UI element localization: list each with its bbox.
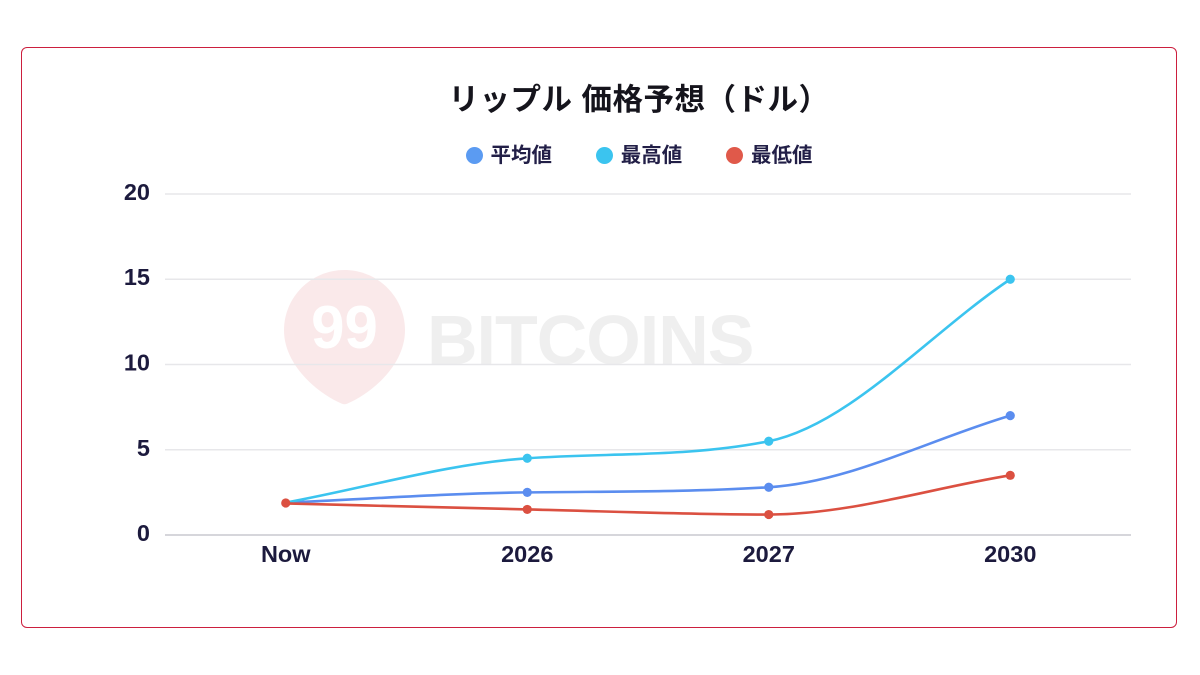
svg-text:Now: Now <box>261 541 311 567</box>
svg-text:2027: 2027 <box>743 541 795 567</box>
svg-text:0: 0 <box>137 520 150 546</box>
svg-text:10: 10 <box>124 350 150 376</box>
svg-text:20: 20 <box>124 179 150 205</box>
svg-text:5: 5 <box>137 435 150 461</box>
svg-text:2026: 2026 <box>501 541 553 567</box>
svg-text:2030: 2030 <box>984 541 1036 567</box>
svg-text:15: 15 <box>124 264 150 290</box>
